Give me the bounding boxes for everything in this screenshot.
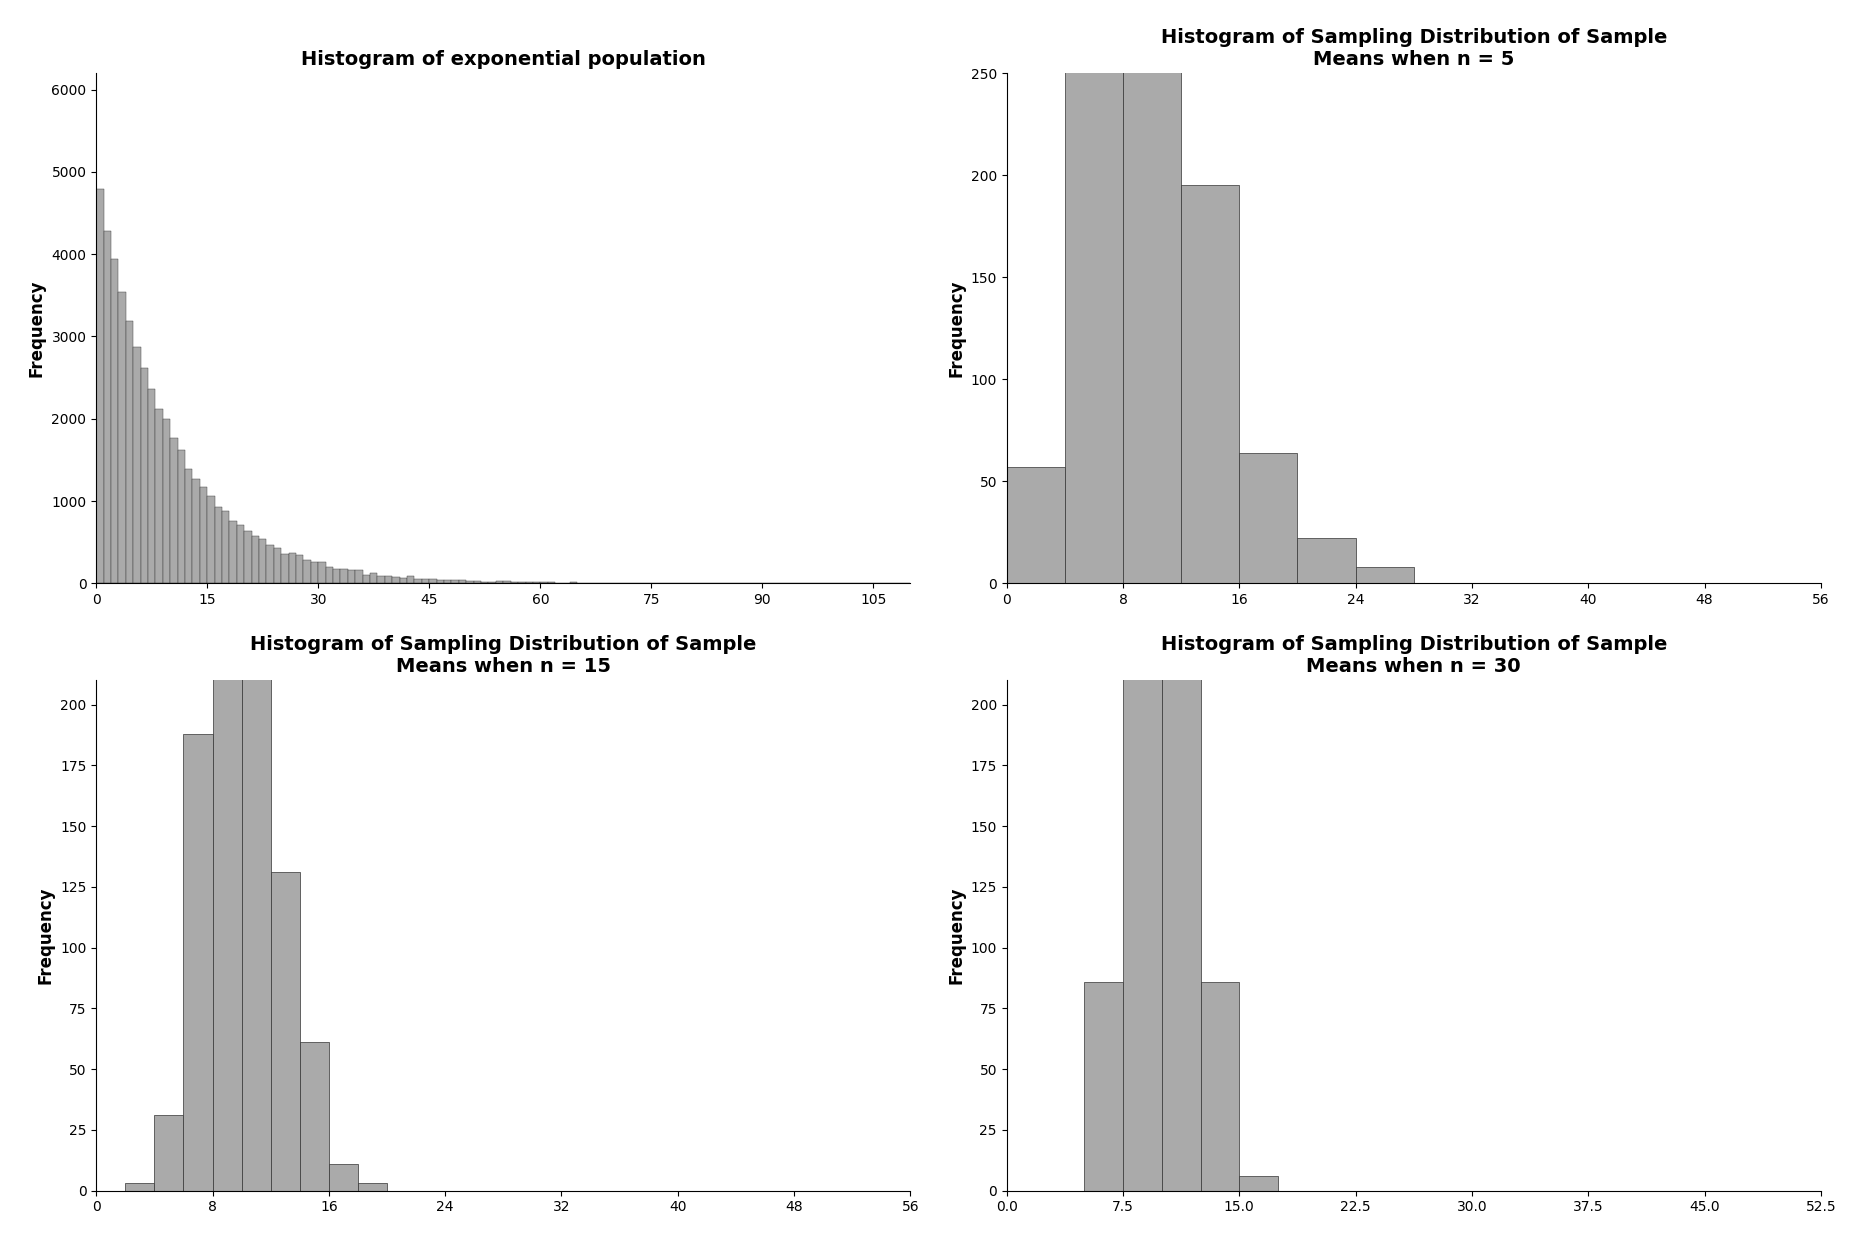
Bar: [289, 553, 296, 584]
Title: Histogram of exponential population: Histogram of exponential population: [300, 50, 706, 68]
Bar: [1122, 53, 1161, 1191]
Bar: [488, 582, 496, 584]
Bar: [300, 1042, 328, 1191]
Bar: [451, 580, 459, 584]
Bar: [1200, 981, 1240, 1191]
Bar: [214, 507, 222, 584]
Bar: [391, 578, 399, 584]
Title: Histogram of Sampling Distribution of Sample
Means when n = 5: Histogram of Sampling Distribution of Sa…: [1161, 27, 1666, 68]
Bar: [414, 579, 421, 584]
Bar: [97, 189, 104, 584]
Bar: [526, 582, 533, 584]
Bar: [1240, 453, 1297, 584]
Bar: [378, 576, 384, 584]
Bar: [155, 410, 162, 584]
Bar: [296, 555, 304, 584]
Bar: [147, 390, 155, 584]
Bar: [1240, 1176, 1279, 1191]
Bar: [259, 539, 267, 584]
Bar: [170, 438, 177, 584]
Bar: [125, 320, 132, 584]
Title: Histogram of Sampling Distribution of Sample
Means when n = 30: Histogram of Sampling Distribution of Sa…: [1161, 635, 1666, 676]
Bar: [473, 581, 481, 584]
Bar: [104, 231, 112, 584]
Bar: [185, 468, 192, 584]
Y-axis label: Frequency: Frequency: [947, 887, 966, 984]
Y-axis label: Frequency: Frequency: [947, 279, 966, 378]
Bar: [1007, 467, 1064, 584]
Bar: [496, 581, 503, 584]
Bar: [319, 563, 326, 584]
Bar: [281, 554, 289, 584]
Bar: [363, 575, 371, 584]
Bar: [177, 450, 185, 584]
Bar: [162, 420, 170, 584]
Bar: [1182, 185, 1240, 584]
Bar: [222, 510, 229, 584]
Bar: [304, 560, 311, 584]
Bar: [132, 347, 140, 584]
Bar: [267, 545, 274, 584]
Bar: [326, 566, 334, 584]
Bar: [436, 580, 444, 584]
Bar: [1064, 0, 1122, 584]
Bar: [466, 580, 473, 584]
Bar: [384, 576, 391, 584]
Bar: [1161, 330, 1200, 1191]
Bar: [155, 1115, 183, 1191]
Y-axis label: Frequency: Frequency: [28, 279, 47, 378]
Bar: [349, 570, 356, 584]
Bar: [119, 292, 125, 584]
Bar: [503, 581, 511, 584]
Title: Histogram of Sampling Distribution of Sample
Means when n = 15: Histogram of Sampling Distribution of Sa…: [250, 635, 757, 676]
Bar: [511, 581, 518, 584]
Bar: [270, 872, 300, 1191]
Bar: [328, 1164, 358, 1191]
Bar: [358, 1184, 388, 1191]
Bar: [140, 369, 147, 584]
Bar: [199, 487, 207, 584]
Bar: [1355, 568, 1413, 584]
Bar: [229, 520, 237, 584]
Bar: [183, 734, 212, 1191]
Bar: [1085, 981, 1122, 1191]
Bar: [252, 537, 259, 584]
Y-axis label: Frequency: Frequency: [37, 887, 54, 984]
Bar: [429, 579, 436, 584]
Bar: [212, 422, 242, 1191]
Bar: [1122, 0, 1182, 584]
Bar: [356, 570, 363, 584]
Bar: [274, 548, 281, 584]
Bar: [406, 576, 414, 584]
Bar: [244, 530, 252, 584]
Bar: [1297, 539, 1355, 584]
Bar: [125, 1184, 155, 1191]
Bar: [459, 580, 466, 584]
Bar: [444, 580, 451, 584]
Bar: [399, 578, 406, 584]
Bar: [192, 478, 199, 584]
Bar: [242, 569, 270, 1191]
Bar: [237, 525, 244, 584]
Bar: [207, 497, 214, 584]
Bar: [334, 569, 341, 584]
Bar: [371, 574, 378, 584]
Bar: [341, 569, 349, 584]
Bar: [421, 579, 429, 584]
Bar: [311, 561, 319, 584]
Bar: [112, 258, 119, 584]
Bar: [533, 582, 541, 584]
Bar: [481, 581, 488, 584]
